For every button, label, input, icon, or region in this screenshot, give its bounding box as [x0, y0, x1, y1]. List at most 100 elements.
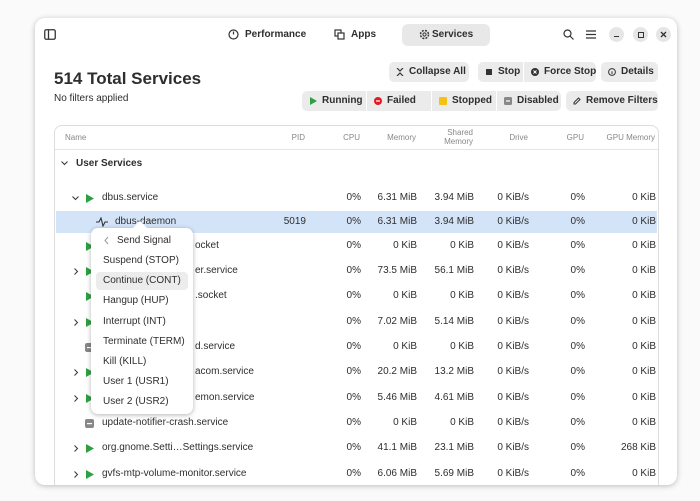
expander[interactable] — [74, 445, 79, 452]
service-row[interactable]: ocket 0% 0 KiB 0 KiB 0 KiB/s 0% 0 KiB — [56, 235, 657, 257]
tab[interactable]: Performance — [219, 24, 316, 46]
service-name: dbus-daemon — [115, 216, 177, 227]
group-label: User Services — [76, 158, 143, 169]
expander[interactable] — [74, 395, 79, 402]
column-header: GPU — [566, 133, 584, 142]
details-button[interactable]: Details — [601, 62, 658, 82]
cell-gpu-memory: 0 KiB — [632, 192, 656, 203]
running-icon — [86, 267, 94, 276]
cell-gpu-memory: 0 KiB — [632, 392, 656, 403]
maximize-button[interactable] — [633, 27, 648, 42]
close-button[interactable] — [656, 27, 671, 42]
row-selected[interactable]: dbus-daemon 5019 0% 6.31 MiB 3.94 MiB 0 KiB/s… — [56, 211, 657, 233]
service-row[interactable]: org.gnome.Setti…Settings.service 0% 41.1 M… — [56, 437, 657, 459]
cell-gpu-memory: 0 KiB — [632, 290, 656, 301]
menu-item-highlighted[interactable]: Continue (CONT) — [96, 272, 188, 291]
service-name: er.service — [195, 265, 238, 276]
expander[interactable] — [74, 319, 79, 326]
cell-shared: 4.61 MiB — [434, 392, 474, 403]
cell-cpu: 0% — [346, 417, 361, 428]
cell-gpu: 0% — [570, 216, 585, 227]
cell-cpu: 0% — [346, 366, 361, 377]
cell-shared: 0 KiB — [450, 240, 474, 251]
cell-gpu-memory: 0 KiB — [632, 468, 656, 479]
service-row[interactable]: emon.service 0% 5.46 MiB 4.61 MiB 0 KiB/s 0% 0… — [56, 387, 657, 409]
page-subtitle: No filters applied — [54, 93, 129, 104]
service-row[interactable]: .socket 0% 0 KiB 0 KiB 0 KiB/s 0% 0 KiB — [56, 285, 657, 307]
menu-item[interactable]: Kill (KILL) — [103, 356, 147, 367]
collapse-button[interactable]: Collapse All — [389, 62, 469, 82]
menu-item[interactable]: User 2 (USR2) — [103, 396, 169, 408]
cell-cpu: 0% — [346, 392, 361, 403]
service-name: d.service — [195, 341, 236, 352]
cell-memory: 6.31 MiB — [377, 216, 417, 227]
cell-drive: 0 KiB/s — [497, 216, 529, 227]
filter-failed[interactable]: Failed — [367, 91, 431, 111]
cell-cpu: 0% — [346, 468, 361, 479]
cell-drive: 0 KiB/s — [497, 265, 529, 276]
minimize-button[interactable] — [609, 27, 624, 42]
cell-memory: 5.46 MiB — [377, 392, 417, 403]
tab-label: Services — [432, 29, 474, 40]
cell-cpu: 0% — [346, 442, 361, 453]
back-arrow[interactable] — [104, 236, 109, 245]
expander[interactable] — [74, 369, 79, 376]
group-row[interactable]: User Services — [55, 153, 658, 175]
service-row[interactable]: 0% 7.02 MiB 5.14 MiB 0 KiB/s 0% 0 KiB — [56, 311, 657, 333]
button-label: Details — [621, 66, 654, 77]
service-row[interactable]: update-notifier-crash.service 0% 0 KiB 0 Ki… — [56, 412, 657, 434]
tab-label: Apps — [351, 29, 376, 40]
cell-gpu: 0% — [570, 442, 585, 453]
cell-memory: 6.31 MiB — [377, 192, 417, 203]
remove-filters-button[interactable]: Remove Filters — [566, 91, 658, 111]
running-icon — [86, 368, 94, 377]
service-name: ocket — [195, 240, 219, 251]
service-row[interactable]: acom.service 0% 20.2 MiB 13.2 MiB 0 KiB/s 0% 0… — [56, 361, 657, 383]
expander[interactable] — [74, 471, 79, 478]
search-button[interactable] — [563, 29, 574, 40]
cell-gpu-memory: 0 KiB — [632, 366, 656, 377]
menu-item[interactable]: Terminate (TERM) — [103, 335, 185, 347]
menu-button[interactable] — [586, 30, 596, 39]
service-row[interactable]: er.service 0% 73.5 MiB 56.1 MiB 0 KiB/s 0% 0 K… — [56, 260, 657, 282]
menu-item[interactable]: Hangup (HUP) — [103, 295, 169, 307]
column-header: Memory — [387, 133, 416, 142]
filter-disabled[interactable]: Disabled — [497, 91, 561, 111]
menu-item[interactable]: Suspend (STOP) — [103, 255, 179, 266]
force-stop-button[interactable]: Force Stop — [524, 62, 596, 82]
cell-memory: 0 KiB — [393, 417, 417, 428]
expander[interactable] — [74, 268, 79, 275]
column-header: CPU — [343, 133, 360, 142]
cell-gpu-memory: 0 KiB — [632, 417, 656, 428]
expander[interactable] — [61, 161, 68, 166]
tab[interactable]: Apps — [325, 24, 386, 46]
tab-selected[interactable]: Services — [402, 24, 490, 46]
cell-gpu: 0% — [570, 392, 585, 403]
cell-drive: 0 KiB/s — [497, 392, 529, 403]
expander[interactable] — [72, 196, 79, 201]
service-name: .socket — [195, 290, 227, 301]
column-header: Name — [65, 133, 87, 142]
menu-item[interactable]: User 1 (USR1) — [103, 376, 169, 388]
button-label: Running — [322, 95, 363, 106]
service-name: emon.service — [195, 392, 255, 403]
cell-gpu-memory: 0 KiB — [632, 341, 656, 352]
running-icon — [86, 194, 94, 203]
cell-drive: 0 KiB/s — [497, 442, 529, 453]
filter-running[interactable]: Running — [302, 91, 366, 111]
cell-gpu: 0% — [570, 468, 585, 479]
cell-shared: 3.94 MiB — [434, 192, 474, 203]
stop-button[interactable]: Stop — [478, 62, 523, 82]
cell-gpu-memory: 0 KiB — [632, 265, 656, 276]
service-row[interactable]: gvfs-mtp-volume-monitor.service 0% 6.06 Mi… — [56, 463, 657, 485]
menu-item[interactable]: Interrupt (INT) — [103, 315, 166, 327]
cell-cpu: 0% — [346, 240, 361, 251]
tab-label: Performance — [245, 29, 307, 40]
service-name: dbus.service — [102, 192, 159, 203]
cell-shared: 5.14 MiB — [434, 316, 474, 327]
cell-memory: 41.1 MiB — [377, 442, 417, 453]
sidebar-toggle[interactable] — [44, 29, 56, 40]
service-row[interactable]: dbus.service 0% 6.31 MiB 3.94 MiB 0 KiB/s 0% 0… — [56, 187, 657, 209]
filter-stopped[interactable]: Stopped — [432, 91, 496, 111]
button-label: Collapse All — [409, 66, 466, 77]
